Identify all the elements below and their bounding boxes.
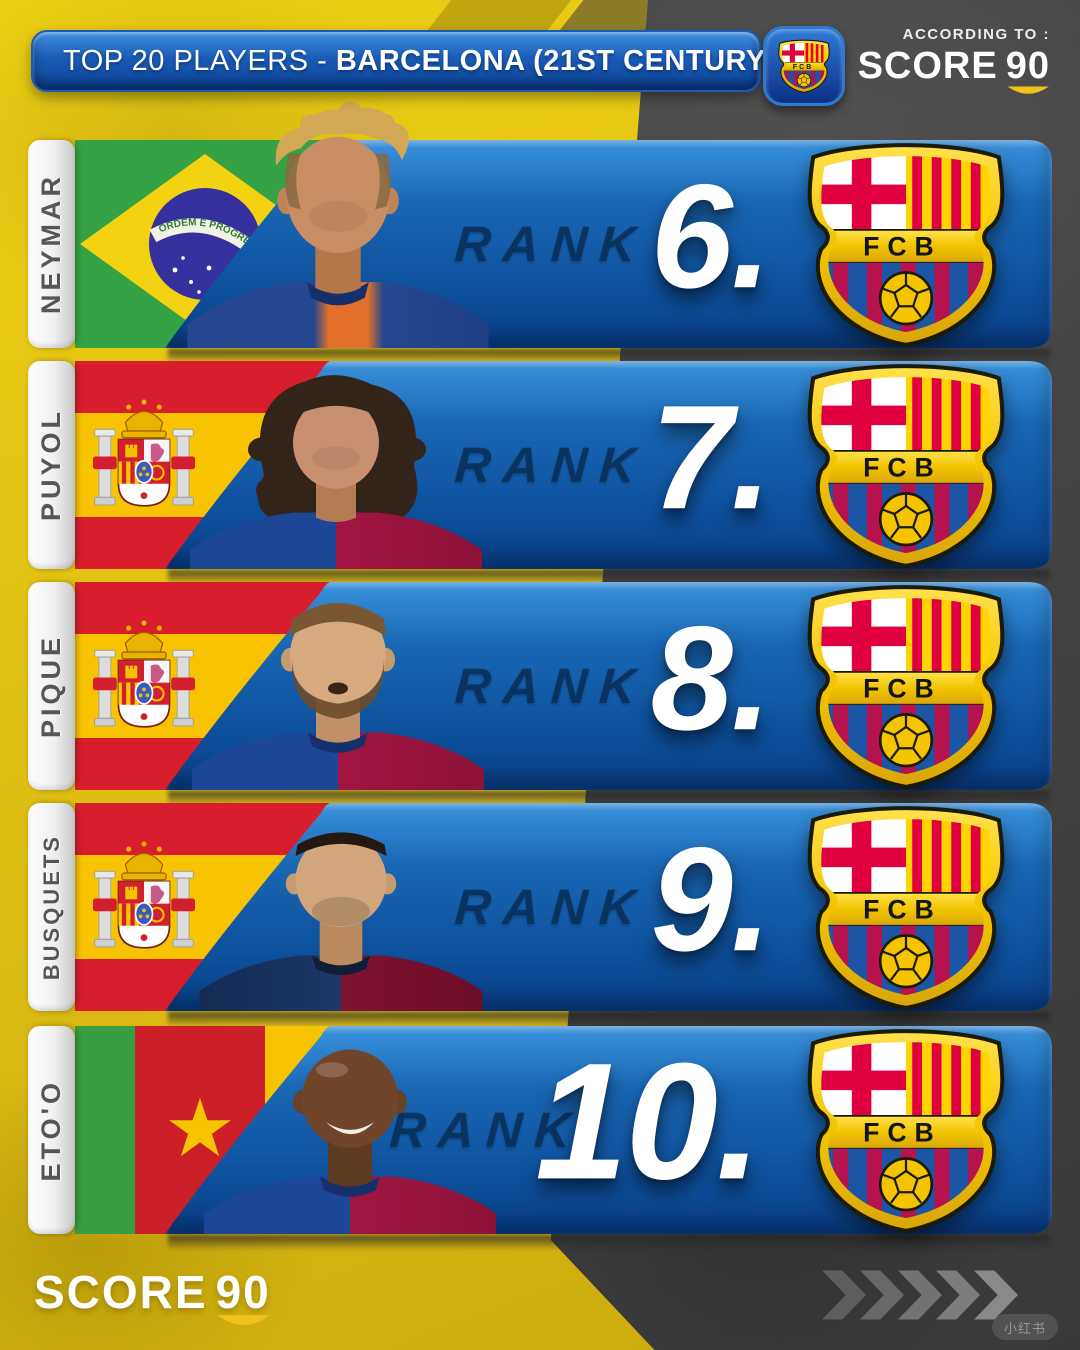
- player-name-tab: PUYOL: [28, 361, 75, 569]
- player-photo-puyol: [176, 347, 496, 569]
- fcb-badge: [763, 26, 845, 106]
- player-name-tab: NEYMAR: [28, 140, 75, 348]
- according-block: ACCORDING TO : SCORE 90: [857, 26, 1050, 94]
- rank-number: 8.: [650, 596, 770, 762]
- footer-score90-logo: SCORE 90: [34, 1266, 271, 1326]
- fcb-crest-icon: [786, 1019, 1026, 1241]
- player-name: ETO'O: [36, 1078, 66, 1182]
- fcb-crest-icon: [786, 133, 1026, 355]
- player-photo-busquets: [186, 799, 496, 1011]
- smile-arc-icon: [217, 1315, 270, 1326]
- player-name: BUSQUETS: [38, 833, 64, 981]
- fcb-crest-icon: [786, 354, 1026, 576]
- page-title: TOP 20 PLAYERS - BARCELONA (21ST CENTURY…: [63, 45, 776, 78]
- rank-row-6: RANK 6. NEYMAR: [28, 140, 1052, 348]
- fcb-crest-icon: [786, 575, 1026, 797]
- rank-row-8: RANK 8. PIQUE: [28, 582, 1052, 790]
- player-name: NEYMAR: [36, 173, 66, 315]
- rank-row-7: RANK 7. PUYOL: [28, 361, 1052, 569]
- score90-logo: SCORE 90: [857, 45, 1050, 94]
- watermark-badge: 小红书: [992, 1314, 1058, 1340]
- player-photo-pique: [178, 570, 498, 790]
- rank-number: 9.: [650, 817, 770, 983]
- header-title-bar: TOP 20 PLAYERS - BARCELONA (21ST CENTURY…: [31, 30, 775, 92]
- rank-number: 7.: [650, 375, 770, 541]
- chevrons-decoration: [828, 1266, 1018, 1324]
- rank-number: 10.: [535, 1029, 760, 1215]
- brand-number: 90: [216, 1268, 271, 1326]
- player-name: PUYOL: [36, 408, 66, 522]
- title-bold: BARCELONA (21ST CENTURY): [335, 44, 776, 77]
- player-photo-neymar: [173, 96, 503, 348]
- brand-score: SCORE: [34, 1266, 208, 1318]
- smile-arc-icon: [1007, 86, 1049, 94]
- rank-number: 6.: [650, 154, 770, 320]
- fcb-crest-icon: [786, 796, 1026, 1018]
- rank-row-10: RANK 10. ETO'O: [28, 1026, 1052, 1234]
- fcb-crest-icon: [775, 37, 833, 95]
- player-name-tab: ETO'O: [28, 1026, 75, 1234]
- player-name-tab: BUSQUETS: [28, 803, 75, 1011]
- brand-number: 90: [1006, 46, 1050, 94]
- brand-score: SCORE: [857, 45, 998, 87]
- player-name: PIQUE: [36, 633, 66, 739]
- player-photo-etoo: [190, 1014, 510, 1234]
- title-regular: TOP 20 PLAYERS -: [63, 44, 336, 77]
- rank-row-9: RANK 9. BUSQUETS: [28, 803, 1052, 1011]
- player-name-tab: PIQUE: [28, 582, 75, 790]
- according-label: ACCORDING TO :: [902, 26, 1050, 43]
